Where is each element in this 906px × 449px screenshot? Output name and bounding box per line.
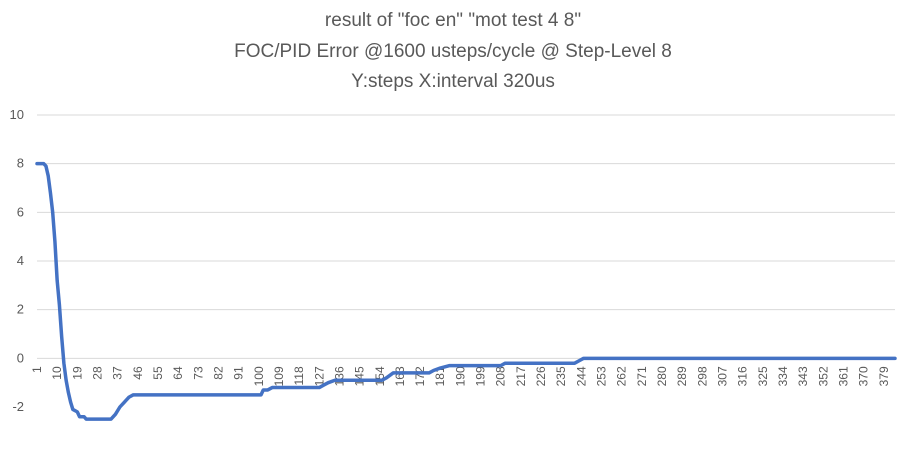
x-tick-label: 334 [776, 366, 790, 386]
x-tick-label: 91 [232, 366, 246, 380]
x-tick-label: 190 [453, 366, 467, 386]
x-tick-label: 244 [574, 366, 588, 386]
y-tick-label: 2 [17, 302, 24, 317]
chart-title-line-2: FOC/PID Error @1600 usteps/cycle @ Step-… [234, 41, 672, 62]
x-tick-label: 136 [332, 366, 346, 386]
x-tick-label: 55 [151, 366, 165, 380]
x-tick-label: 298 [695, 366, 709, 386]
chart-title-line-3: Y:steps X:interval 320us [351, 71, 555, 92]
x-axis-ticks: 1 10 19 28 37 46 55 64 73 82 91 100 109 118 127 136 145 1… [30, 366, 891, 386]
x-tick-label: 82 [211, 366, 225, 380]
x-tick-label: 127 [312, 366, 326, 386]
x-tick-label: 118 [292, 366, 306, 385]
y-axis-ticks: -2 0 2 4 6 8 10 [10, 107, 24, 414]
y-tick-label: 8 [17, 156, 24, 171]
x-tick-label: 10 [50, 366, 64, 380]
x-tick-label: 199 [474, 366, 488, 386]
y-tick-label: 0 [17, 350, 24, 365]
x-tick-label: 226 [534, 366, 548, 386]
x-tick-label: 109 [272, 366, 286, 386]
x-tick-label: 361 [836, 366, 850, 386]
y-tick-label: 10 [10, 107, 24, 122]
x-tick-label: 217 [514, 366, 528, 386]
series-group [35, 161, 897, 421]
x-tick-label: 343 [796, 366, 810, 386]
x-tick-label: 172 [413, 366, 427, 386]
x-tick-label: 208 [494, 366, 508, 386]
gridlines [37, 114, 895, 359]
x-tick-label: 289 [675, 366, 689, 386]
x-tick-label: 37 [111, 366, 125, 380]
x-tick-label: 64 [171, 366, 185, 380]
series-line-0 [35, 161, 897, 421]
y-tick-label: 6 [17, 204, 24, 219]
x-tick-label: 19 [70, 366, 84, 380]
x-tick-label: 379 [877, 366, 891, 386]
y-tick-label: -2 [12, 399, 24, 414]
x-tick-label: 1 [30, 366, 44, 373]
x-tick-label: 145 [353, 366, 367, 386]
x-tick-label: 370 [857, 366, 871, 386]
x-tick-label: 73 [191, 366, 205, 380]
x-tick-label: 271 [635, 366, 649, 386]
x-tick-label: 163 [393, 366, 407, 386]
x-tick-label: 46 [131, 366, 145, 380]
x-tick-label: 316 [736, 366, 750, 386]
x-tick-label: 100 [252, 366, 266, 386]
x-tick-label: 325 [756, 366, 770, 386]
chart-title-line-1: result of "foc en" "mot test 4 8" [324, 10, 582, 31]
x-tick-label: 280 [655, 366, 669, 386]
x-tick-label: 253 [595, 366, 609, 386]
x-tick-label: 307 [716, 366, 730, 386]
y-tick-label: 4 [17, 253, 24, 268]
x-tick-label: 262 [615, 366, 629, 386]
x-tick-label: 352 [816, 366, 830, 386]
x-tick-label: 28 [90, 366, 104, 380]
x-tick-label: 235 [554, 366, 568, 386]
x-tick-label: 154 [373, 366, 387, 386]
